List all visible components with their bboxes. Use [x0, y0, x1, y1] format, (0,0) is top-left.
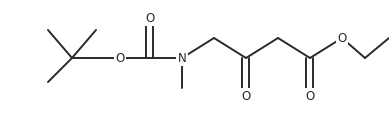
Text: O: O — [242, 90, 251, 102]
Text: O: O — [116, 51, 124, 64]
Text: O: O — [337, 31, 347, 44]
Text: N: N — [178, 51, 186, 64]
Text: O: O — [305, 90, 315, 102]
Text: O: O — [145, 11, 154, 24]
